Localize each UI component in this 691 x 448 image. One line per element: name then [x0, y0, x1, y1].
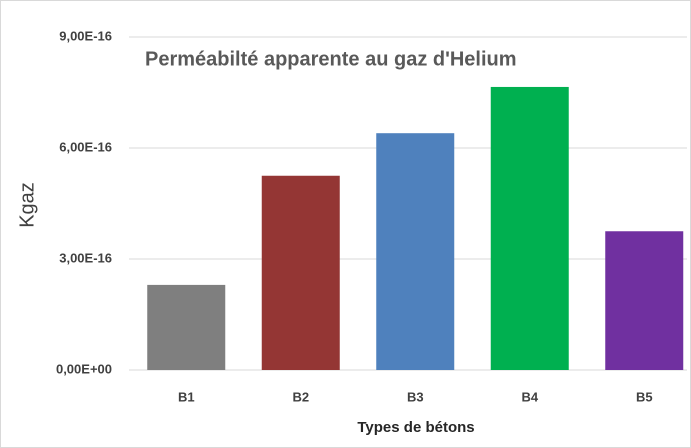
bar: [261, 175, 340, 370]
x-tick-label: B2: [292, 389, 309, 404]
x-axis-label: Types de bétons: [357, 419, 474, 436]
y-tick-label: 0,00E+00: [56, 361, 112, 376]
x-tick-label: B1: [178, 389, 195, 404]
y-tick-label: 9,00E-16: [59, 28, 112, 43]
bar: [490, 86, 569, 370]
y-axis-label: Kgaz: [16, 182, 38, 228]
x-tick-label: B4: [521, 389, 538, 404]
y-tick-label: 3,00E-16: [59, 250, 112, 265]
x-tick-label: B5: [636, 389, 653, 404]
x-tick-label: B3: [407, 389, 424, 404]
chart-title: Perméabilté apparente au gaz d'Helium: [145, 48, 517, 70]
bar: [605, 231, 684, 370]
bar: [376, 133, 455, 370]
bar: [147, 284, 226, 370]
y-tick-label: 6,00E-16: [59, 139, 112, 154]
